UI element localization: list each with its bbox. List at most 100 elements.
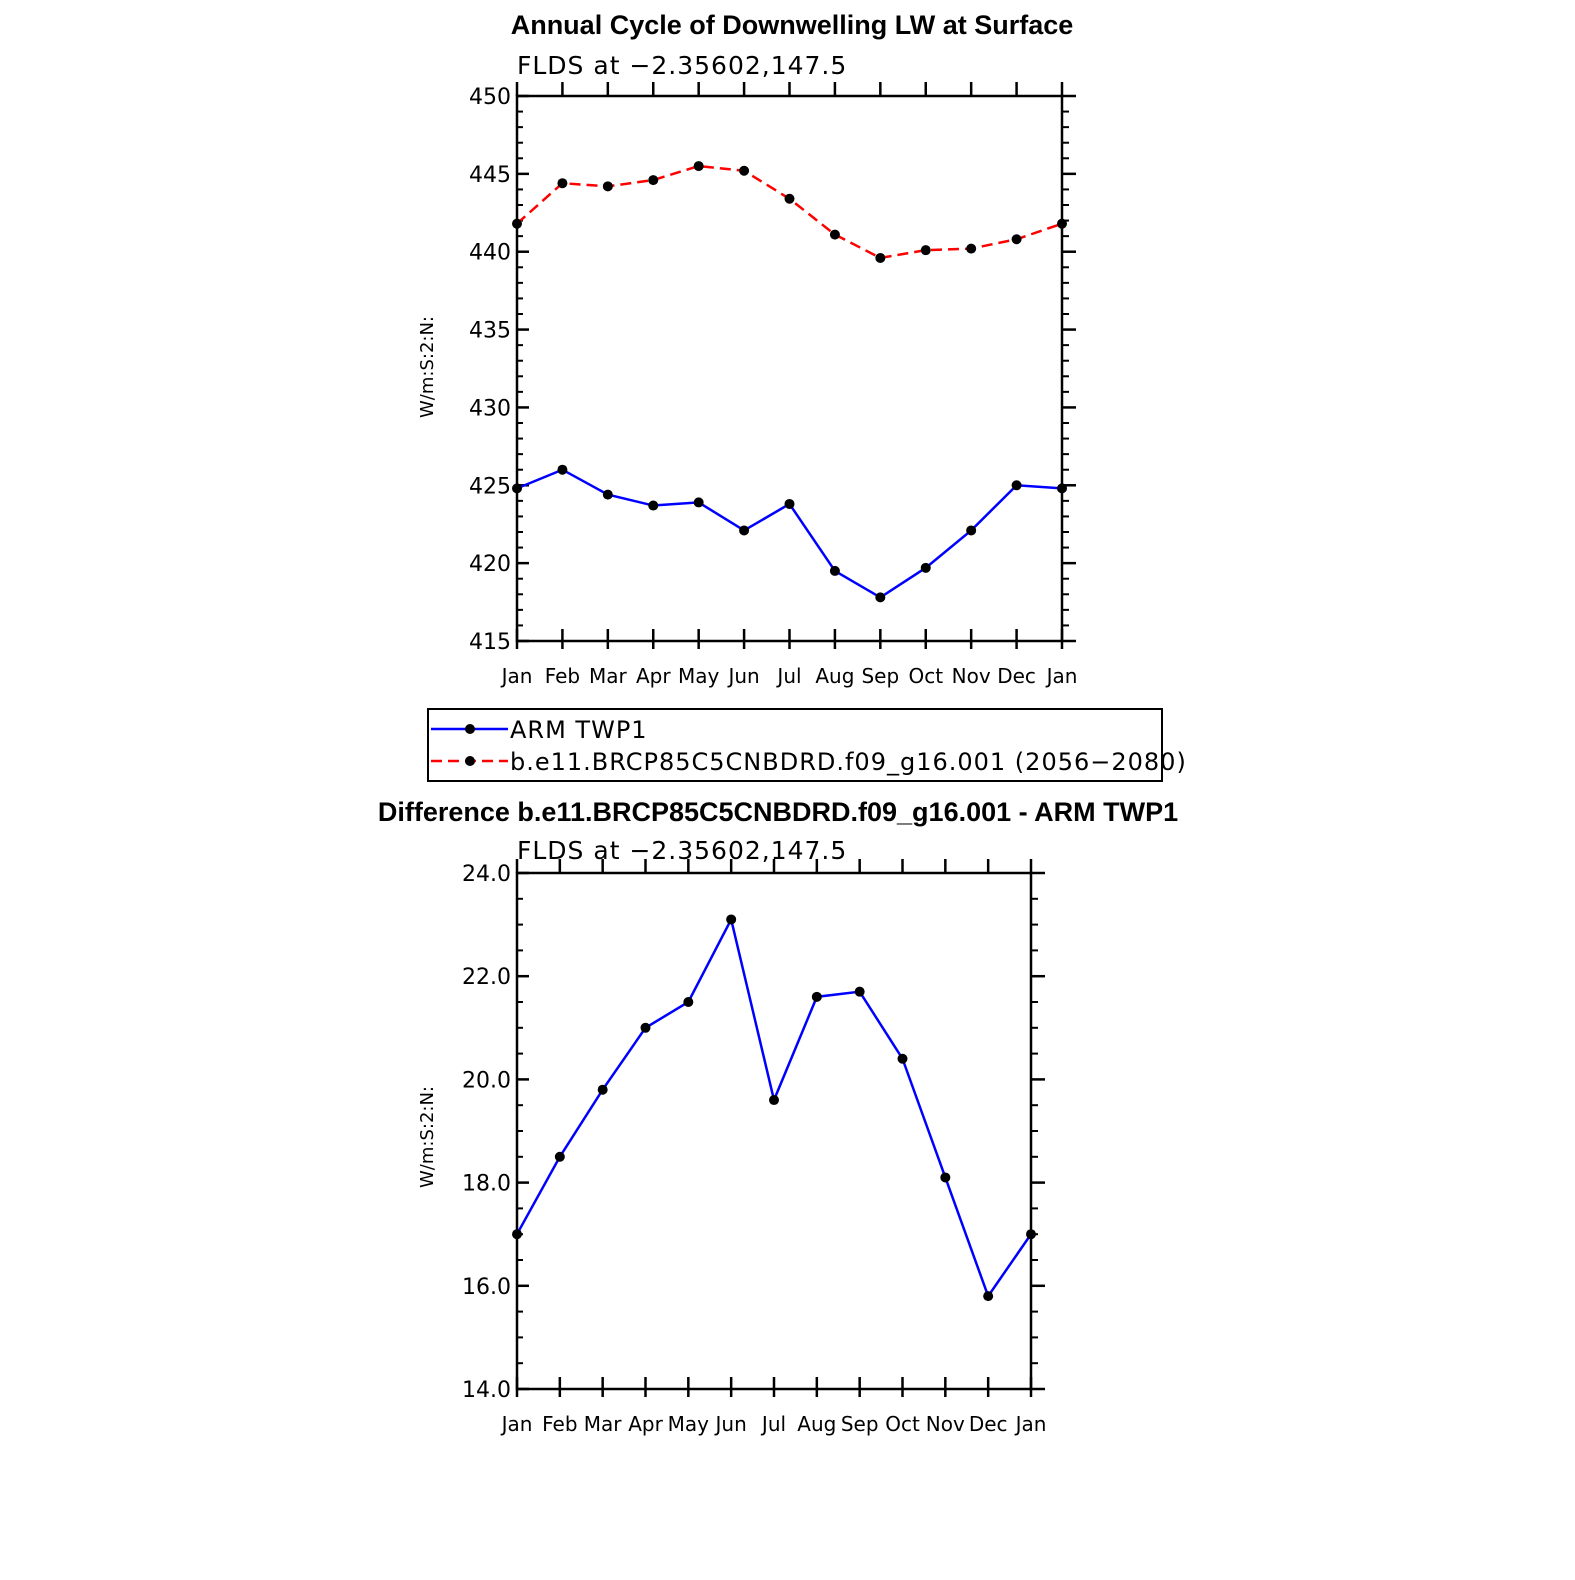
bottom-chart-x-tick-label: Jun bbox=[714, 1412, 747, 1436]
top-chart-x-tick-label: Jan bbox=[1045, 664, 1078, 688]
top-chart-y-tick-label: 420 bbox=[469, 552, 511, 577]
bottom-chart-x-tick-label: Oct bbox=[885, 1412, 920, 1436]
top-chart-series-1-point bbox=[1011, 234, 1022, 245]
top-chart-series-1-point bbox=[557, 178, 568, 189]
bottom-chart-series-0-point bbox=[1026, 1229, 1036, 1240]
legend-marker-model bbox=[465, 756, 475, 766]
bottom-chart-title: Difference b.e11.BRCP85C5CNBDRD.f09_g16.… bbox=[378, 797, 1178, 827]
bottom-chart-series-0-point bbox=[854, 986, 865, 997]
top-chart-x-tick-label: Nov bbox=[952, 664, 991, 688]
bottom-chart-y-tick-label: 22.0 bbox=[462, 965, 511, 990]
top-chart-x-tick-label: Dec bbox=[997, 664, 1036, 688]
top-chart-y-tick-label: 415 bbox=[469, 630, 511, 655]
top-chart-series-1-point bbox=[784, 193, 795, 204]
bottom-chart-x-tick-label: Apr bbox=[628, 1412, 663, 1436]
top-chart-series-1-point bbox=[920, 245, 931, 256]
bottom-chart-y-tick-label: 20.0 bbox=[462, 1068, 511, 1093]
bottom-chart-series-0-point bbox=[640, 1022, 651, 1033]
top-chart-series-0-point bbox=[875, 592, 886, 603]
top-chart-x-tick-label: May bbox=[678, 664, 720, 688]
bottom-chart-series-0-point bbox=[726, 914, 737, 925]
bottom-chart-series-0-line bbox=[515, 915, 1033, 1299]
top-chart-series-0-line bbox=[516, 468, 1063, 599]
bottom-chart-y-tick-label: 16.0 bbox=[462, 1275, 511, 1300]
top-chart-y-tick-label: 430 bbox=[469, 396, 511, 421]
top-chart-series-1-point bbox=[875, 252, 886, 263]
legend-marker-arm bbox=[465, 724, 475, 734]
bottom-chart-series-0-point bbox=[983, 1291, 994, 1302]
top-chart-x-tick-label: Sep bbox=[861, 664, 899, 688]
bottom-chart-y-tick-label: 14.0 bbox=[462, 1378, 511, 1403]
top-chart-series-0-point bbox=[966, 525, 977, 536]
top-chart-x-tick-label: Oct bbox=[908, 664, 943, 688]
top-chart-y-axis-label: W/m:S:2:N: bbox=[417, 316, 438, 418]
bottom-chart-subtitle: FLDS at −2.35602,147.5 bbox=[517, 836, 847, 865]
top-chart-y-tick-label: 440 bbox=[469, 241, 511, 266]
bottom-chart-series-0-point bbox=[811, 991, 822, 1002]
bottom-chart-series-0-point bbox=[683, 997, 694, 1007]
top-chart-x-tick-label: Jun bbox=[726, 664, 759, 688]
bottom-chart-x-tick-label: Jan bbox=[500, 1412, 533, 1436]
top-chart-x-tick-label: Mar bbox=[589, 664, 628, 688]
top-chart-series-0-point bbox=[829, 565, 840, 576]
top-chart-series-1-point bbox=[648, 175, 659, 186]
bottom-chart-series-0-point bbox=[597, 1084, 608, 1095]
bottom-chart-y-tick-label: 24.0 bbox=[462, 862, 511, 887]
top-chart-series-0-point bbox=[512, 483, 522, 494]
top-chart-series-0-point bbox=[920, 562, 931, 573]
bottom-chart-x-tick-label: Jan bbox=[1014, 1412, 1047, 1436]
top-chart-series-0-point bbox=[557, 464, 568, 475]
top-chart-x-tick-label: Jul bbox=[775, 664, 801, 688]
legend-box bbox=[427, 708, 1163, 782]
bottom-chart-y-axis-label: W/m:S:2:N: bbox=[417, 1086, 438, 1188]
bottom-chart-series-0-point bbox=[554, 1151, 565, 1162]
top-chart-x-tick-label: Feb bbox=[545, 664, 580, 688]
top-chart-series-1-point bbox=[829, 229, 840, 240]
top-chart-x-tick-label: Jan bbox=[500, 664, 533, 688]
top-chart-title: Annual Cycle of Downwelling LW at Surfac… bbox=[511, 10, 1074, 40]
top-chart-series-0-point bbox=[648, 500, 659, 511]
bottom-chart-series-0-point bbox=[769, 1095, 779, 1106]
top-chart-series-1-point bbox=[1057, 218, 1067, 229]
top-chart-series-0-point bbox=[602, 489, 613, 500]
legend-label-model: b.e11.BRCP85C5CNBDRD.f09_g16.001 (2056−2… bbox=[510, 748, 1187, 776]
top-chart-y-tick-label: 445 bbox=[469, 163, 511, 188]
top-chart-x-tick-label: Apr bbox=[636, 664, 671, 688]
legend: ARM TWP1 b.e11.BRCP85C5CNBDRD.f09_g16.00… bbox=[427, 708, 1187, 782]
top-chart-series-1-point bbox=[693, 161, 704, 172]
bottom-chart-x-tick-label: May bbox=[668, 1412, 710, 1436]
bottom-chart-x-tick-label: Aug bbox=[797, 1412, 836, 1436]
top-chart-series-0-point bbox=[784, 498, 795, 509]
top-chart-series-0-point bbox=[1057, 483, 1067, 494]
bottom-chart-series-0-point bbox=[897, 1053, 908, 1064]
top-chart-y-tick-label: 450 bbox=[469, 85, 511, 110]
top-chart-series-1-point bbox=[602, 181, 613, 192]
bottom-chart-x-tick-label: Sep bbox=[841, 1412, 879, 1436]
top-chart-series-1-point bbox=[966, 243, 977, 254]
bottom-chart-x-tick-label: Nov bbox=[926, 1412, 965, 1436]
bottom-chart-series-0-point bbox=[940, 1172, 951, 1183]
top-chart-plot-frame bbox=[515, 94, 1064, 643]
top-chart-series-0-point bbox=[739, 525, 750, 536]
top-chart-series-1-line bbox=[516, 164, 1063, 260]
legend-label-arm: ARM TWP1 bbox=[510, 716, 648, 744]
top-chart-series-0-point bbox=[693, 497, 704, 508]
top-chart-series-0-point bbox=[1011, 480, 1022, 491]
top-chart-series-1-point bbox=[512, 218, 522, 229]
bottom-chart-x-tick-label: Dec bbox=[969, 1412, 1008, 1436]
top-chart-series-1-point bbox=[739, 165, 750, 176]
bottom-chart-plot-frame bbox=[515, 871, 1033, 1391]
bottom-chart-x-tick-label: Feb bbox=[542, 1412, 577, 1436]
top-chart-y-tick-label: 425 bbox=[469, 474, 511, 499]
bottom-chart-y-tick-label: 18.0 bbox=[462, 1172, 511, 1197]
top-chart-x-tick-label: Aug bbox=[815, 664, 854, 688]
top-chart-subtitle: FLDS at −2.35602,147.5 bbox=[517, 51, 847, 80]
bottom-chart-series-0-point bbox=[512, 1229, 522, 1240]
bottom-chart-x-tick-label: Mar bbox=[584, 1412, 623, 1436]
bottom-chart-x-tick-label: Jul bbox=[760, 1412, 786, 1436]
top-chart-y-tick-label: 435 bbox=[469, 319, 511, 344]
